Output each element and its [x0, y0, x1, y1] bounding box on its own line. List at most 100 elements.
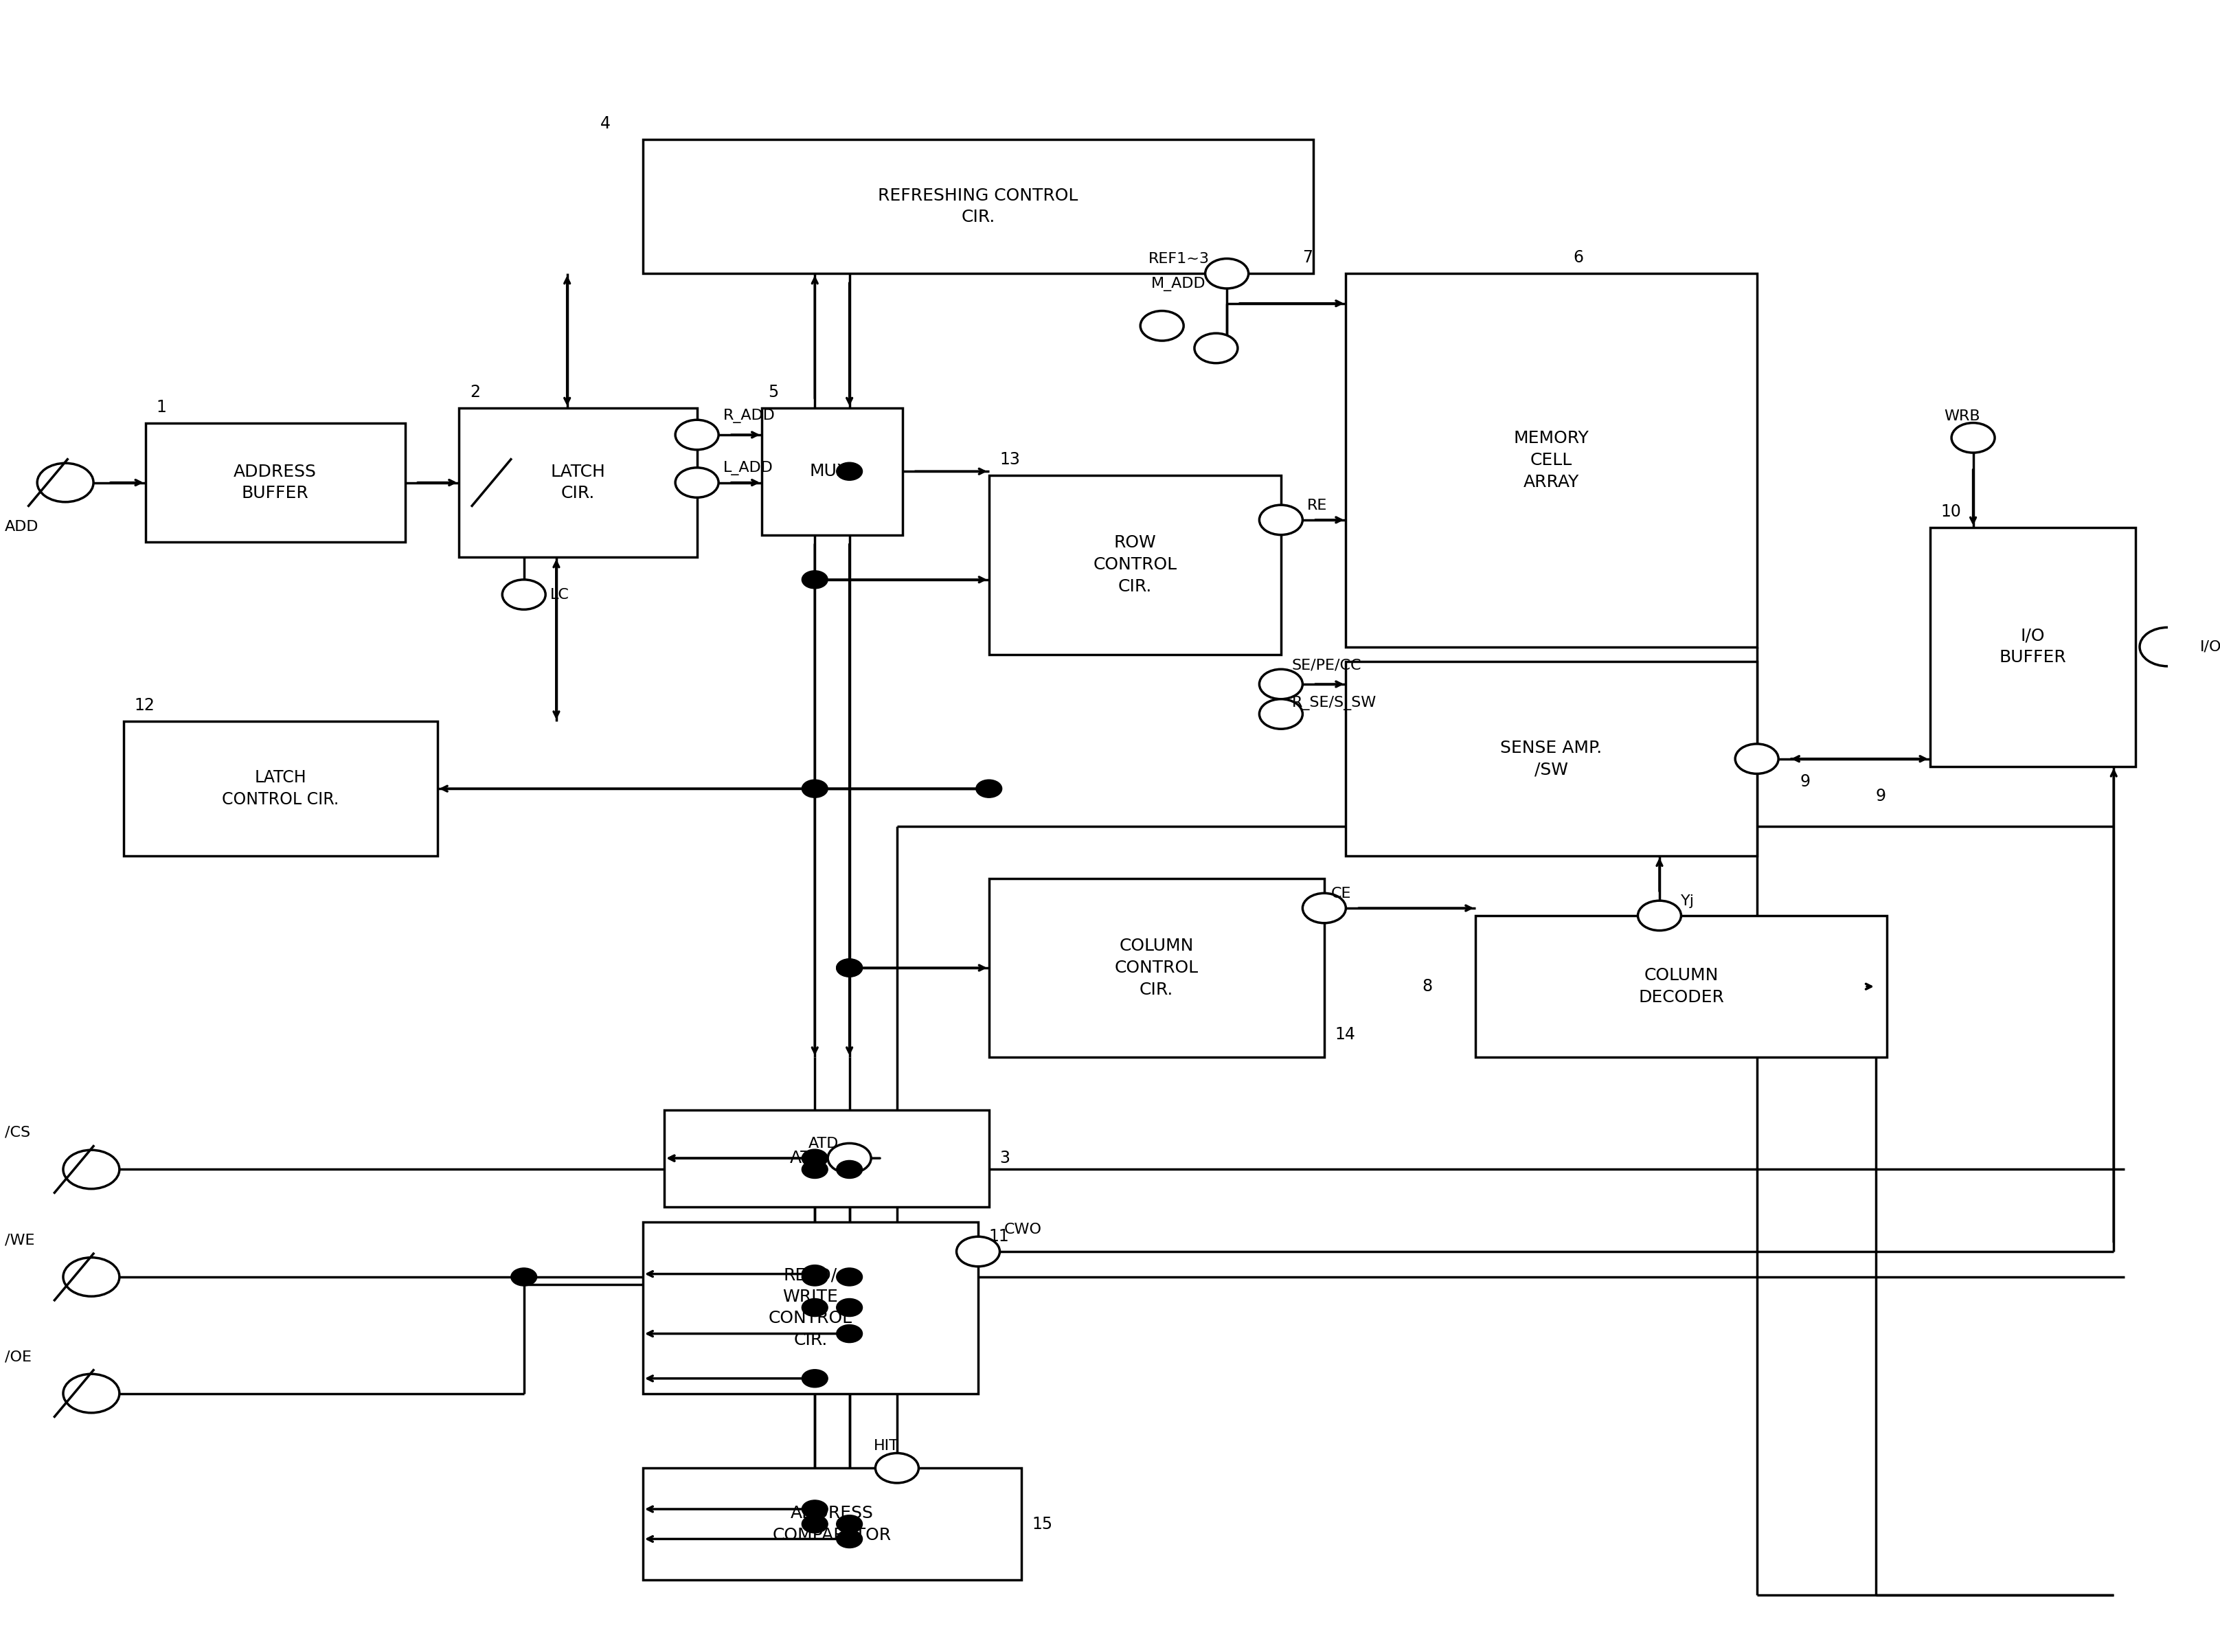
Text: ADDRESS
COMPARATOR: ADDRESS COMPARATOR — [773, 1505, 892, 1543]
Circle shape — [1303, 894, 1345, 923]
Circle shape — [837, 1515, 861, 1533]
Bar — [1345, 662, 1756, 856]
Text: CWO: CWO — [1003, 1222, 1041, 1237]
Circle shape — [502, 580, 546, 610]
Text: 9: 9 — [1876, 788, 1887, 805]
Text: WRB: WRB — [1945, 410, 1980, 423]
Text: READ/
WRITE
CONTROL
CIR.: READ/ WRITE CONTROL CIR. — [768, 1267, 852, 1348]
Text: 12: 12 — [135, 697, 155, 714]
Text: 9: 9 — [1800, 773, 1809, 790]
Bar — [988, 879, 1323, 1057]
Text: 14: 14 — [1334, 1026, 1356, 1042]
Bar — [664, 1110, 988, 1206]
Circle shape — [38, 463, 93, 502]
Text: CE: CE — [1330, 887, 1352, 900]
Text: ADDRESS
BUFFER: ADDRESS BUFFER — [233, 464, 317, 502]
Circle shape — [837, 958, 861, 976]
Text: /OE: /OE — [4, 1350, 31, 1363]
Circle shape — [62, 1374, 120, 1412]
Circle shape — [801, 1370, 828, 1388]
Text: ADD: ADD — [4, 520, 38, 534]
Text: 15: 15 — [1032, 1517, 1052, 1533]
Text: /WE: /WE — [4, 1234, 36, 1247]
Circle shape — [1259, 506, 1303, 535]
Circle shape — [1205, 259, 1248, 289]
Circle shape — [837, 1298, 861, 1317]
Circle shape — [2140, 628, 2196, 666]
Text: R_SE/S_SW: R_SE/S_SW — [1292, 695, 1376, 710]
Text: 5: 5 — [768, 383, 779, 400]
Text: 10: 10 — [1940, 504, 1960, 520]
Text: REFRESHING CONTROL
CIR.: REFRESHING CONTROL CIR. — [879, 187, 1079, 225]
Circle shape — [837, 1325, 861, 1343]
Circle shape — [801, 1150, 828, 1168]
Circle shape — [675, 420, 719, 449]
Circle shape — [957, 1237, 999, 1267]
Text: Yj: Yj — [1681, 894, 1694, 909]
Circle shape — [1259, 699, 1303, 729]
Bar — [124, 722, 437, 856]
Circle shape — [828, 1143, 870, 1173]
Bar — [1345, 274, 1756, 648]
Circle shape — [837, 1530, 861, 1548]
Circle shape — [977, 780, 1001, 798]
Text: COLUMN
DECODER: COLUMN DECODER — [1638, 968, 1725, 1006]
Circle shape — [837, 1269, 861, 1285]
Text: 8: 8 — [1423, 978, 1432, 995]
Text: MUX.: MUX. — [810, 463, 855, 479]
Circle shape — [1736, 743, 1778, 773]
Text: 11: 11 — [988, 1229, 1010, 1246]
Text: 2: 2 — [471, 383, 480, 400]
Circle shape — [1638, 900, 1681, 930]
Text: 6: 6 — [1574, 249, 1583, 266]
Circle shape — [1951, 423, 1996, 453]
Text: I/O
BUFFER: I/O BUFFER — [1998, 628, 2067, 666]
Text: RE: RE — [1308, 499, 1328, 512]
Text: MEMORY
CELL
ARRAY: MEMORY CELL ARRAY — [1514, 430, 1590, 491]
Circle shape — [801, 1515, 828, 1533]
Text: COLUMN
CONTROL
CIR.: COLUMN CONTROL CIR. — [1114, 938, 1199, 998]
Text: ROW
CONTROL
CIR.: ROW CONTROL CIR. — [1092, 535, 1177, 595]
Circle shape — [801, 1298, 828, 1317]
Circle shape — [801, 1265, 828, 1284]
Text: ATD: ATD — [808, 1137, 839, 1151]
Text: M_ADD: M_ADD — [1152, 278, 1205, 291]
Circle shape — [875, 1454, 919, 1483]
Bar — [1929, 527, 2136, 767]
Text: 3: 3 — [999, 1150, 1010, 1166]
Bar — [644, 1222, 979, 1393]
Text: REF1~3: REF1~3 — [1148, 253, 1210, 266]
Text: LATCH
CONTROL CIR.: LATCH CONTROL CIR. — [222, 770, 340, 808]
Circle shape — [801, 1160, 828, 1178]
Text: I/O: I/O — [2200, 639, 2220, 654]
Text: 7: 7 — [1303, 249, 1312, 266]
Bar — [144, 423, 404, 542]
Bar — [1476, 915, 1887, 1057]
Circle shape — [837, 1160, 861, 1178]
Circle shape — [675, 468, 719, 497]
Circle shape — [1194, 334, 1239, 363]
Text: /CS: /CS — [4, 1125, 31, 1140]
Text: ATD CIR.: ATD CIR. — [790, 1150, 864, 1166]
Text: LATCH
CIR.: LATCH CIR. — [551, 464, 606, 502]
Text: L_ADD: L_ADD — [724, 461, 773, 476]
Text: R_ADD: R_ADD — [724, 408, 775, 423]
Circle shape — [801, 570, 828, 588]
Text: LC: LC — [551, 588, 568, 601]
Text: 13: 13 — [999, 451, 1021, 468]
Text: SE/PE/CC: SE/PE/CC — [1292, 659, 1361, 672]
Circle shape — [801, 1500, 828, 1518]
Circle shape — [1259, 669, 1303, 699]
Circle shape — [1141, 311, 1183, 340]
Circle shape — [837, 958, 861, 976]
Text: 4: 4 — [599, 116, 611, 132]
Text: SENSE AMP.
/SW: SENSE AMP. /SW — [1501, 740, 1603, 778]
Bar — [644, 139, 1314, 274]
Circle shape — [837, 463, 861, 481]
Text: HIT: HIT — [872, 1439, 899, 1454]
Bar — [644, 1469, 1021, 1579]
Circle shape — [801, 780, 828, 798]
Circle shape — [62, 1257, 120, 1297]
Bar — [761, 408, 901, 535]
Circle shape — [62, 1150, 120, 1189]
